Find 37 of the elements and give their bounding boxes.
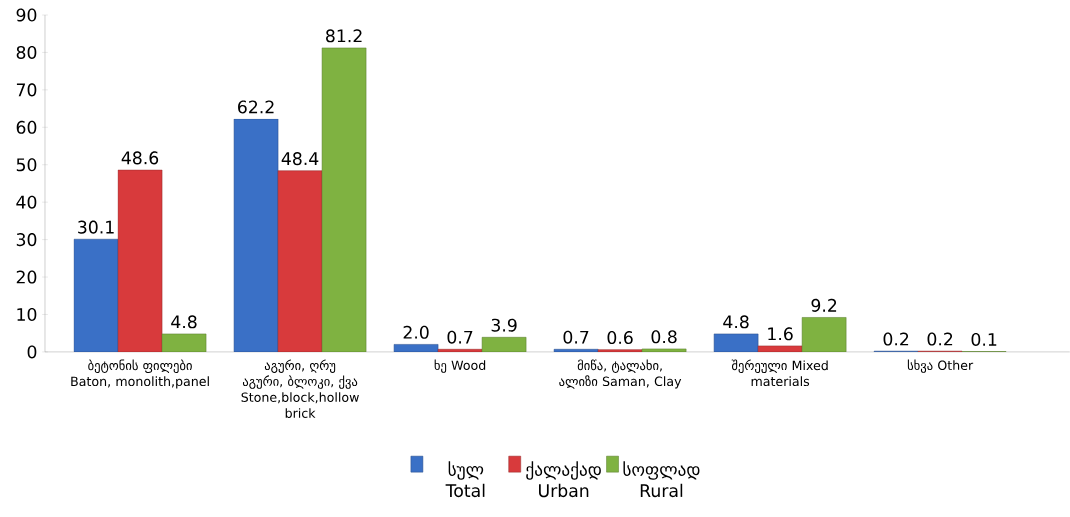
x-tick-label: მიწა, ტალახი, ალიზი Saman, Clay <box>559 359 682 389</box>
data-label: 62.2 <box>238 100 274 114</box>
y-tick-label: 0 <box>27 345 37 359</box>
data-label: 2.0 <box>403 325 429 339</box>
data-label: 0.7 <box>563 330 589 344</box>
legend-label: სოფლად Rural <box>623 461 700 498</box>
y-tick-label: 50 <box>16 158 37 172</box>
y-tick-label: 60 <box>16 120 37 134</box>
data-label: 4.8 <box>171 315 197 329</box>
data-label: 48.6 <box>121 151 159 165</box>
y-tick-label: 10 <box>17 308 37 322</box>
data-label: 0.6 <box>607 331 633 345</box>
y-tick-label: 20 <box>16 270 37 284</box>
x-tick-label: სხვა Other <box>907 359 974 373</box>
data-label: 0.1 <box>971 332 997 347</box>
data-label: 9.2 <box>811 298 837 312</box>
y-tick-label: 80 <box>16 45 37 60</box>
x-tick-label: ბეტონის ფილები Baton, monolith,panel <box>71 359 209 389</box>
data-label: 1.6 <box>768 327 793 341</box>
y-tick-label: 70 <box>16 83 37 97</box>
data-label: 81.2 <box>326 29 362 43</box>
y-tick-label: 30 <box>16 233 37 247</box>
y-tick-label: 90 <box>16 8 37 22</box>
x-tick-label: შერეული Mixed materials <box>731 359 828 387</box>
legend-label: სულ Total <box>445 461 485 498</box>
data-label: 4.8 <box>723 315 749 329</box>
data-label: 30.1 <box>78 220 114 234</box>
data-label: 0.2 <box>927 332 953 346</box>
data-label: 0.7 <box>447 330 473 344</box>
data-label: 0.8 <box>651 330 677 344</box>
data-label: 0.2 <box>883 332 909 346</box>
x-tick-label: აგური, ღრუ აგური, ბლოკი, ქვა Stone,block,hollow brick <box>241 359 359 418</box>
data-label: 3.9 <box>491 318 517 332</box>
y-tick-label: 40 <box>16 195 37 209</box>
data-label: 48.4 <box>281 152 319 166</box>
legend-label: ქალაქად Urban <box>526 461 601 498</box>
x-tick-label: ხე Wood <box>434 359 486 373</box>
